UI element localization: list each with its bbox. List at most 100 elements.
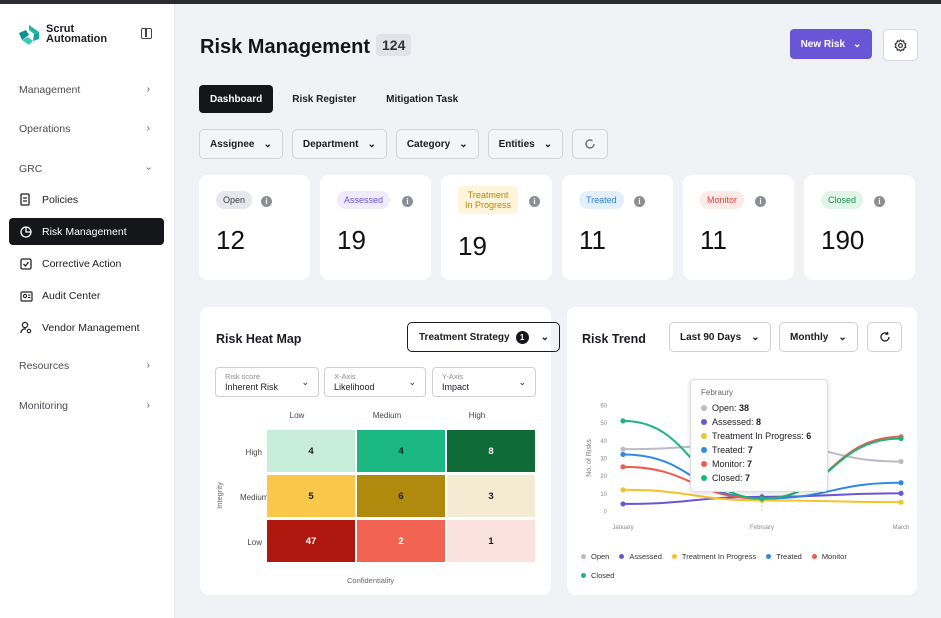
- data-point: [898, 458, 904, 465]
- heat-map-cell[interactable]: 8: [447, 430, 535, 472]
- tab-dashboard[interactable]: Dashboard: [199, 85, 274, 113]
- pie-chart-icon: [19, 225, 33, 239]
- sidebar-item-label: Risk Management: [42, 225, 127, 238]
- stat-card-closed[interactable]: Closed i 190: [804, 175, 915, 280]
- info-icon[interactable]: i: [755, 196, 766, 207]
- risk-heat-map-panel: Risk Heat Map Treatment Strategy 1 ⌄ Ris…: [200, 307, 560, 595]
- filter-assignee[interactable]: Assignee ⌄: [199, 129, 283, 159]
- reset-filters-button[interactable]: [572, 129, 609, 159]
- heat-map-cell[interactable]: 3: [447, 475, 535, 517]
- heat-map-y-axis-label: Integrity: [214, 482, 224, 509]
- chevron-right-icon: ›: [146, 400, 150, 411]
- period-dropdown[interactable]: Last 90 Days ⌄: [669, 322, 771, 352]
- tooltip-row: Closed: 7: [701, 471, 817, 485]
- granularity-dropdown[interactable]: Monthly ⌄: [779, 322, 858, 352]
- risk-trend-panel: Risk Trend Last 90 Days ⌄ Monthly ⌄ 0 10 20 3…: [567, 307, 917, 595]
- tooltip-label: Assessed:: [712, 417, 754, 427]
- info-icon[interactable]: i: [261, 196, 272, 207]
- user-settings-icon: [19, 321, 33, 335]
- brand-logo[interactable]: Scrut Automation: [18, 24, 116, 46]
- collapse-sidebar-icon[interactable]: [141, 28, 152, 39]
- filter-label: Entities: [498, 138, 535, 150]
- filter-category[interactable]: Category ⌄: [395, 129, 479, 159]
- nav-section-grc[interactable]: GRC ›: [19, 163, 154, 175]
- sidebar-item-vendor-management[interactable]: Vendor Management: [9, 314, 164, 341]
- refresh-icon: [585, 139, 595, 149]
- filter-entities[interactable]: Entities ⌄: [487, 129, 564, 159]
- sidebar-item-policies[interactable]: Policies: [9, 186, 164, 213]
- status-badge: Assessed: [337, 191, 391, 209]
- select-value: Likelihood: [334, 382, 375, 392]
- x-tick-label: January: [612, 525, 633, 531]
- heat-map-cell[interactable]: 2: [357, 520, 445, 562]
- risk-score-select[interactable]: Risk score Inherent Risk ⌄: [215, 367, 319, 397]
- legend-dot: [766, 554, 772, 559]
- legend-item-monitor[interactable]: Monitor: [811, 552, 847, 561]
- data-point: [620, 446, 626, 452]
- heat-map-cell[interactable]: 1: [447, 520, 535, 562]
- legend-item-open[interactable]: Open: [581, 552, 609, 561]
- filter-department[interactable]: Department ⌄: [291, 129, 387, 159]
- new-risk-button[interactable]: New Risk ⌄: [790, 29, 872, 59]
- settings-button[interactable]: [883, 29, 918, 61]
- stat-card-open[interactable]: Open i 12: [199, 175, 310, 280]
- chart-tooltip: Febraury Open: 38 Assessed: 8 Treatment …: [690, 379, 828, 492]
- stat-card-monitor[interactable]: Monitor i 11: [683, 175, 794, 280]
- heat-map-cell[interactable]: 4: [267, 430, 355, 472]
- window-top-border: [0, 0, 941, 4]
- heat-map-cell[interactable]: 47: [267, 520, 355, 562]
- stat-card-treated[interactable]: Treated i 11: [562, 175, 673, 280]
- sidebar-item-risk-management[interactable]: Risk Management: [9, 218, 164, 245]
- y-axis-select[interactable]: Y-Axis Impact ⌄: [432, 367, 536, 397]
- x-axis-select[interactable]: X-Axis Likelihood ⌄: [324, 367, 426, 397]
- heat-map-cell[interactable]: 6: [357, 475, 445, 517]
- heat-map-cell[interactable]: 4: [357, 430, 445, 472]
- gear-icon: [894, 38, 907, 52]
- nav-section-resources[interactable]: Resources ›: [19, 360, 154, 372]
- info-icon[interactable]: i: [874, 196, 885, 207]
- info-icon[interactable]: i: [402, 196, 413, 207]
- info-icon[interactable]: i: [634, 196, 645, 207]
- sidebar-item-corrective-action[interactable]: Corrective Action: [9, 250, 164, 277]
- tooltip-title: Febraury: [701, 388, 734, 397]
- status-badge: Treatment In Progress: [458, 186, 519, 214]
- risk-trend-chart: 0 10 20 30 40 50 60 No. of Risks January February…: [586, 404, 909, 532]
- document-icon: [19, 193, 33, 207]
- y-tick-label: 0: [604, 510, 608, 516]
- treatment-strategy-dropdown[interactable]: Treatment Strategy 1 ⌄: [407, 322, 560, 352]
- sidebar-item-audit-center[interactable]: Audit Center: [9, 282, 164, 309]
- tab-risk-register[interactable]: Risk Register: [292, 93, 357, 105]
- data-point: [620, 487, 626, 493]
- tooltip-label: Open:: [712, 403, 737, 413]
- nav-section-monitoring[interactable]: Monitoring ›: [19, 400, 154, 412]
- tooltip-label: Monitor:: [712, 459, 745, 469]
- nav-section-operations[interactable]: Operations ›: [19, 123, 154, 135]
- tooltip-row: Monitor: 7: [701, 457, 817, 471]
- select-value: Inherent Risk: [225, 382, 279, 392]
- select-label: Risk score: [225, 372, 261, 381]
- chevron-down-icon: ⌄: [408, 377, 416, 387]
- heat-map-cell[interactable]: 5: [267, 475, 355, 517]
- tab-mitigation-task[interactable]: Mitigation Task: [386, 93, 459, 105]
- filter-label: Department: [302, 138, 359, 150]
- legend-item-treatment-in-progress[interactable]: Treatment In Progress: [671, 552, 756, 561]
- data-point: [898, 499, 904, 505]
- legend-dot: [811, 554, 817, 559]
- legend-item-assessed[interactable]: Assessed: [619, 552, 662, 561]
- legend-item-closed[interactable]: Closed: [581, 571, 614, 580]
- tooltip-row: Treatment In Progress: 6: [701, 429, 817, 443]
- nav-section-label: Management: [19, 84, 81, 96]
- tooltip-value: 38: [739, 403, 750, 413]
- tooltip-label: Closed:: [712, 473, 743, 483]
- stat-card-assessed[interactable]: Assessed i 19: [320, 175, 431, 280]
- brand-name: Scrut Automation: [46, 24, 116, 45]
- nav-section-management[interactable]: Management ›: [19, 84, 154, 96]
- series-dot: [701, 475, 707, 481]
- nav-section-label: Monitoring: [19, 400, 69, 412]
- sidebar-item-label: Vendor Management: [42, 321, 140, 334]
- stat-card-treatment-in-progress[interactable]: Treatment In Progress i 19: [441, 175, 552, 280]
- legend-dot: [671, 554, 677, 559]
- legend-item-treated[interactable]: Treated: [766, 552, 802, 561]
- info-icon[interactable]: i: [529, 196, 540, 207]
- refresh-chart-button[interactable]: [867, 322, 902, 352]
